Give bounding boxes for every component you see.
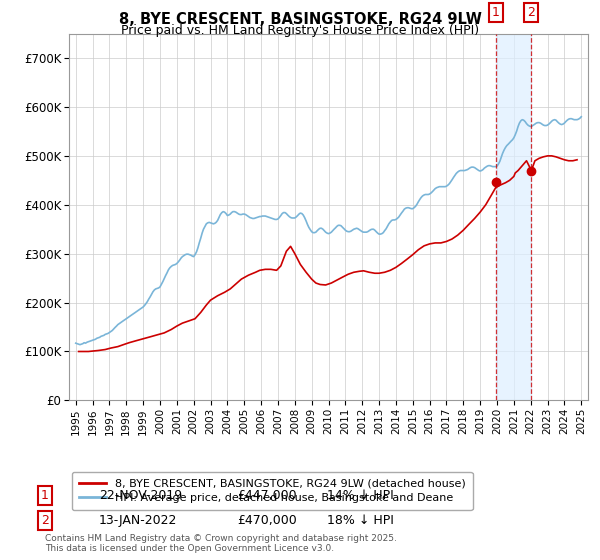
Text: 1: 1 [41, 489, 49, 502]
Text: 13-JAN-2022: 13-JAN-2022 [99, 514, 178, 528]
Text: 2: 2 [527, 6, 535, 19]
Bar [496, 34, 532, 400]
Text: 2: 2 [41, 514, 49, 528]
Text: Price paid vs. HM Land Registry's House Price Index (HPI): Price paid vs. HM Land Registry's House … [121, 24, 479, 36]
Text: 18% ↓ HPI: 18% ↓ HPI [327, 514, 394, 528]
Text: £470,000: £470,000 [237, 514, 297, 528]
Text: 1: 1 [492, 6, 500, 19]
Text: 8, BYE CRESCENT, BASINGSTOKE, RG24 9LW: 8, BYE CRESCENT, BASINGSTOKE, RG24 9LW [119, 12, 481, 27]
Legend: 8, BYE CRESCENT, BASINGSTOKE, RG24 9LW (detached house), HPI: Average price, det: 8, BYE CRESCENT, BASINGSTOKE, RG24 9LW (… [72, 472, 473, 510]
Text: 14% ↓ HPI: 14% ↓ HPI [327, 489, 394, 502]
Text: £447,000: £447,000 [237, 489, 296, 502]
Text: Contains HM Land Registry data © Crown copyright and database right 2025.
This d: Contains HM Land Registry data © Crown c… [45, 534, 397, 553]
Text: 22-NOV-2019: 22-NOV-2019 [99, 489, 182, 502]
